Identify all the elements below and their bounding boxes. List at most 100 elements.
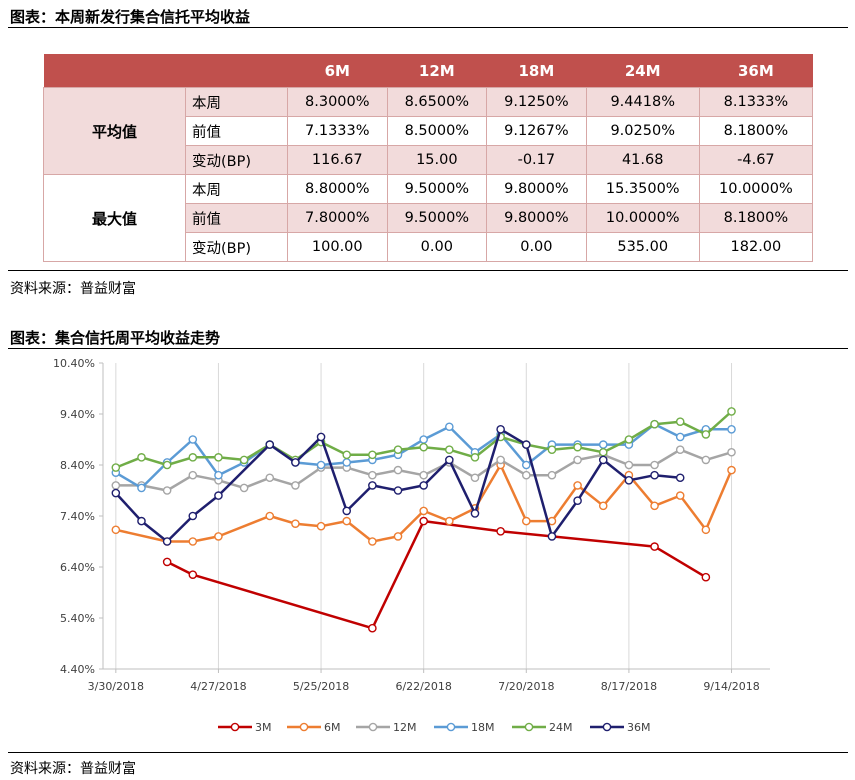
data-point-18M	[727, 425, 736, 434]
table-row: 变动(BP) 116.67 15.00 -0.17 41.68 -4.67	[44, 145, 814, 175]
x-tick-label: 8/17/2018	[601, 680, 657, 693]
data-point-36M	[393, 486, 403, 495]
data-point-36M	[547, 532, 557, 541]
data-point-6M	[521, 516, 531, 526]
data-point-18M	[675, 432, 685, 442]
cell: 9.1250%	[486, 87, 587, 117]
table-row: 平均值 本周 8.3000% 8.6500% 9.1250% 9.4418% 8…	[43, 87, 814, 175]
legend-label-6M: 6M	[324, 721, 341, 734]
data-point-36M	[573, 496, 582, 505]
cell: 116.67	[287, 145, 388, 175]
data-point-18M	[445, 422, 454, 432]
data-point-12M	[265, 473, 275, 483]
legend-marker-36M	[602, 722, 612, 732]
data-point-36M	[162, 537, 172, 546]
data-point-24M	[573, 442, 582, 452]
data-point-24M	[598, 447, 608, 457]
data-point-6M	[111, 525, 121, 535]
data-point-6M	[393, 532, 403, 541]
data-point-36M	[470, 509, 480, 518]
summary-table: 6M 12M 18M 24M 36M 平均值 本周 8.3000% 8.6500…	[43, 54, 814, 262]
data-point-12M	[650, 460, 659, 470]
title-rule	[8, 27, 848, 28]
y-tick-label: 9.40%	[60, 408, 95, 421]
data-point-18M	[521, 460, 531, 470]
data-point-24M	[419, 442, 428, 452]
legend-label-12M: 12M	[393, 721, 417, 734]
data-point-18M	[342, 458, 352, 467]
data-point-3M	[650, 542, 659, 551]
data-point-24M	[650, 419, 659, 429]
data-point-36M	[137, 516, 146, 526]
data-point-12M	[419, 470, 428, 480]
data-point-36M	[419, 481, 428, 490]
data-point-6M	[445, 516, 454, 526]
data-point-18M	[214, 470, 223, 480]
y-tick-label: 6.40%	[60, 561, 95, 574]
data-point-6M	[342, 516, 352, 526]
y-tick-label: 4.40%	[60, 663, 95, 676]
cell: 8.1333%	[698, 87, 814, 117]
x-tick-label: 9/14/2018	[703, 680, 759, 693]
cell: 8.6500%	[386, 87, 488, 117]
data-point-6M	[675, 491, 685, 500]
data-point-24M	[188, 453, 198, 462]
data-point-36M	[598, 455, 608, 465]
cell: 8.1800%	[698, 116, 814, 146]
data-point-18M	[598, 440, 608, 449]
data-point-36M	[650, 470, 659, 480]
data-point-12M	[547, 470, 557, 480]
data-point-24M	[445, 445, 454, 454]
header-6m: 6M	[287, 54, 388, 88]
row-label: 本周	[185, 87, 288, 117]
data-point-6M	[598, 501, 608, 511]
data-point-24M	[214, 453, 223, 462]
cell: 9.5000%	[386, 174, 488, 204]
legend-label-36M: 36M	[627, 721, 651, 734]
x-tick-label: 5/25/2018	[293, 680, 349, 693]
legend-label-18M: 18M	[471, 721, 495, 734]
cell: 8.8000%	[287, 174, 388, 204]
data-point-36M	[188, 511, 198, 521]
cell: 9.0250%	[585, 116, 700, 146]
header-36m: 36M	[699, 54, 813, 88]
legend-marker-24M	[524, 722, 534, 732]
table-header-row: 6M 12M 18M 24M 36M	[43, 54, 813, 88]
cell: 0.00	[486, 232, 587, 262]
data-point-36M	[675, 473, 685, 483]
cell: 182.00	[698, 232, 814, 262]
data-point-36M	[214, 491, 223, 500]
x-tick-label: 3/30/2018	[88, 680, 144, 693]
cell: 7.1333%	[287, 116, 388, 146]
cell: 10.0000%	[698, 174, 814, 204]
cell: 9.8000%	[486, 203, 587, 233]
data-point-3M	[162, 557, 172, 567]
data-point-12M	[624, 460, 634, 470]
y-tick-label: 7.40%	[60, 510, 95, 523]
group-label-max: 最大值	[43, 174, 186, 262]
table-row: 变动(BP) 100.00 0.00 0.00 535.00 182.00	[44, 232, 814, 262]
data-point-36M	[368, 481, 377, 490]
legend-marker-12M	[368, 722, 378, 732]
row-label: 前值	[185, 203, 288, 233]
data-point-24M	[675, 417, 685, 426]
data-point-3M	[419, 516, 428, 526]
chart-title: 图表：集合信托周平均收益走势	[10, 329, 221, 347]
legend-marker-18M	[446, 722, 456, 732]
table-row: 前值 7.1333% 8.5000% 9.1267% 9.0250% 8.180…	[44, 116, 814, 146]
cell: 41.68	[585, 145, 700, 175]
data-point-24M	[547, 445, 557, 454]
data-point-24M	[111, 463, 121, 472]
data-point-24M	[727, 407, 736, 416]
cell: 9.8000%	[486, 174, 587, 204]
chart-bottom-rule	[8, 752, 848, 753]
data-point-36M	[265, 440, 275, 449]
y-tick-label: 10.40%	[53, 357, 95, 370]
data-point-12M	[701, 455, 711, 465]
cell: 15.00	[386, 145, 488, 175]
cell: 535.00	[585, 232, 700, 262]
row-label: 前值	[185, 116, 288, 146]
row-label: 本周	[185, 174, 288, 204]
data-point-3M	[496, 526, 505, 536]
cell: -0.17	[486, 145, 587, 175]
